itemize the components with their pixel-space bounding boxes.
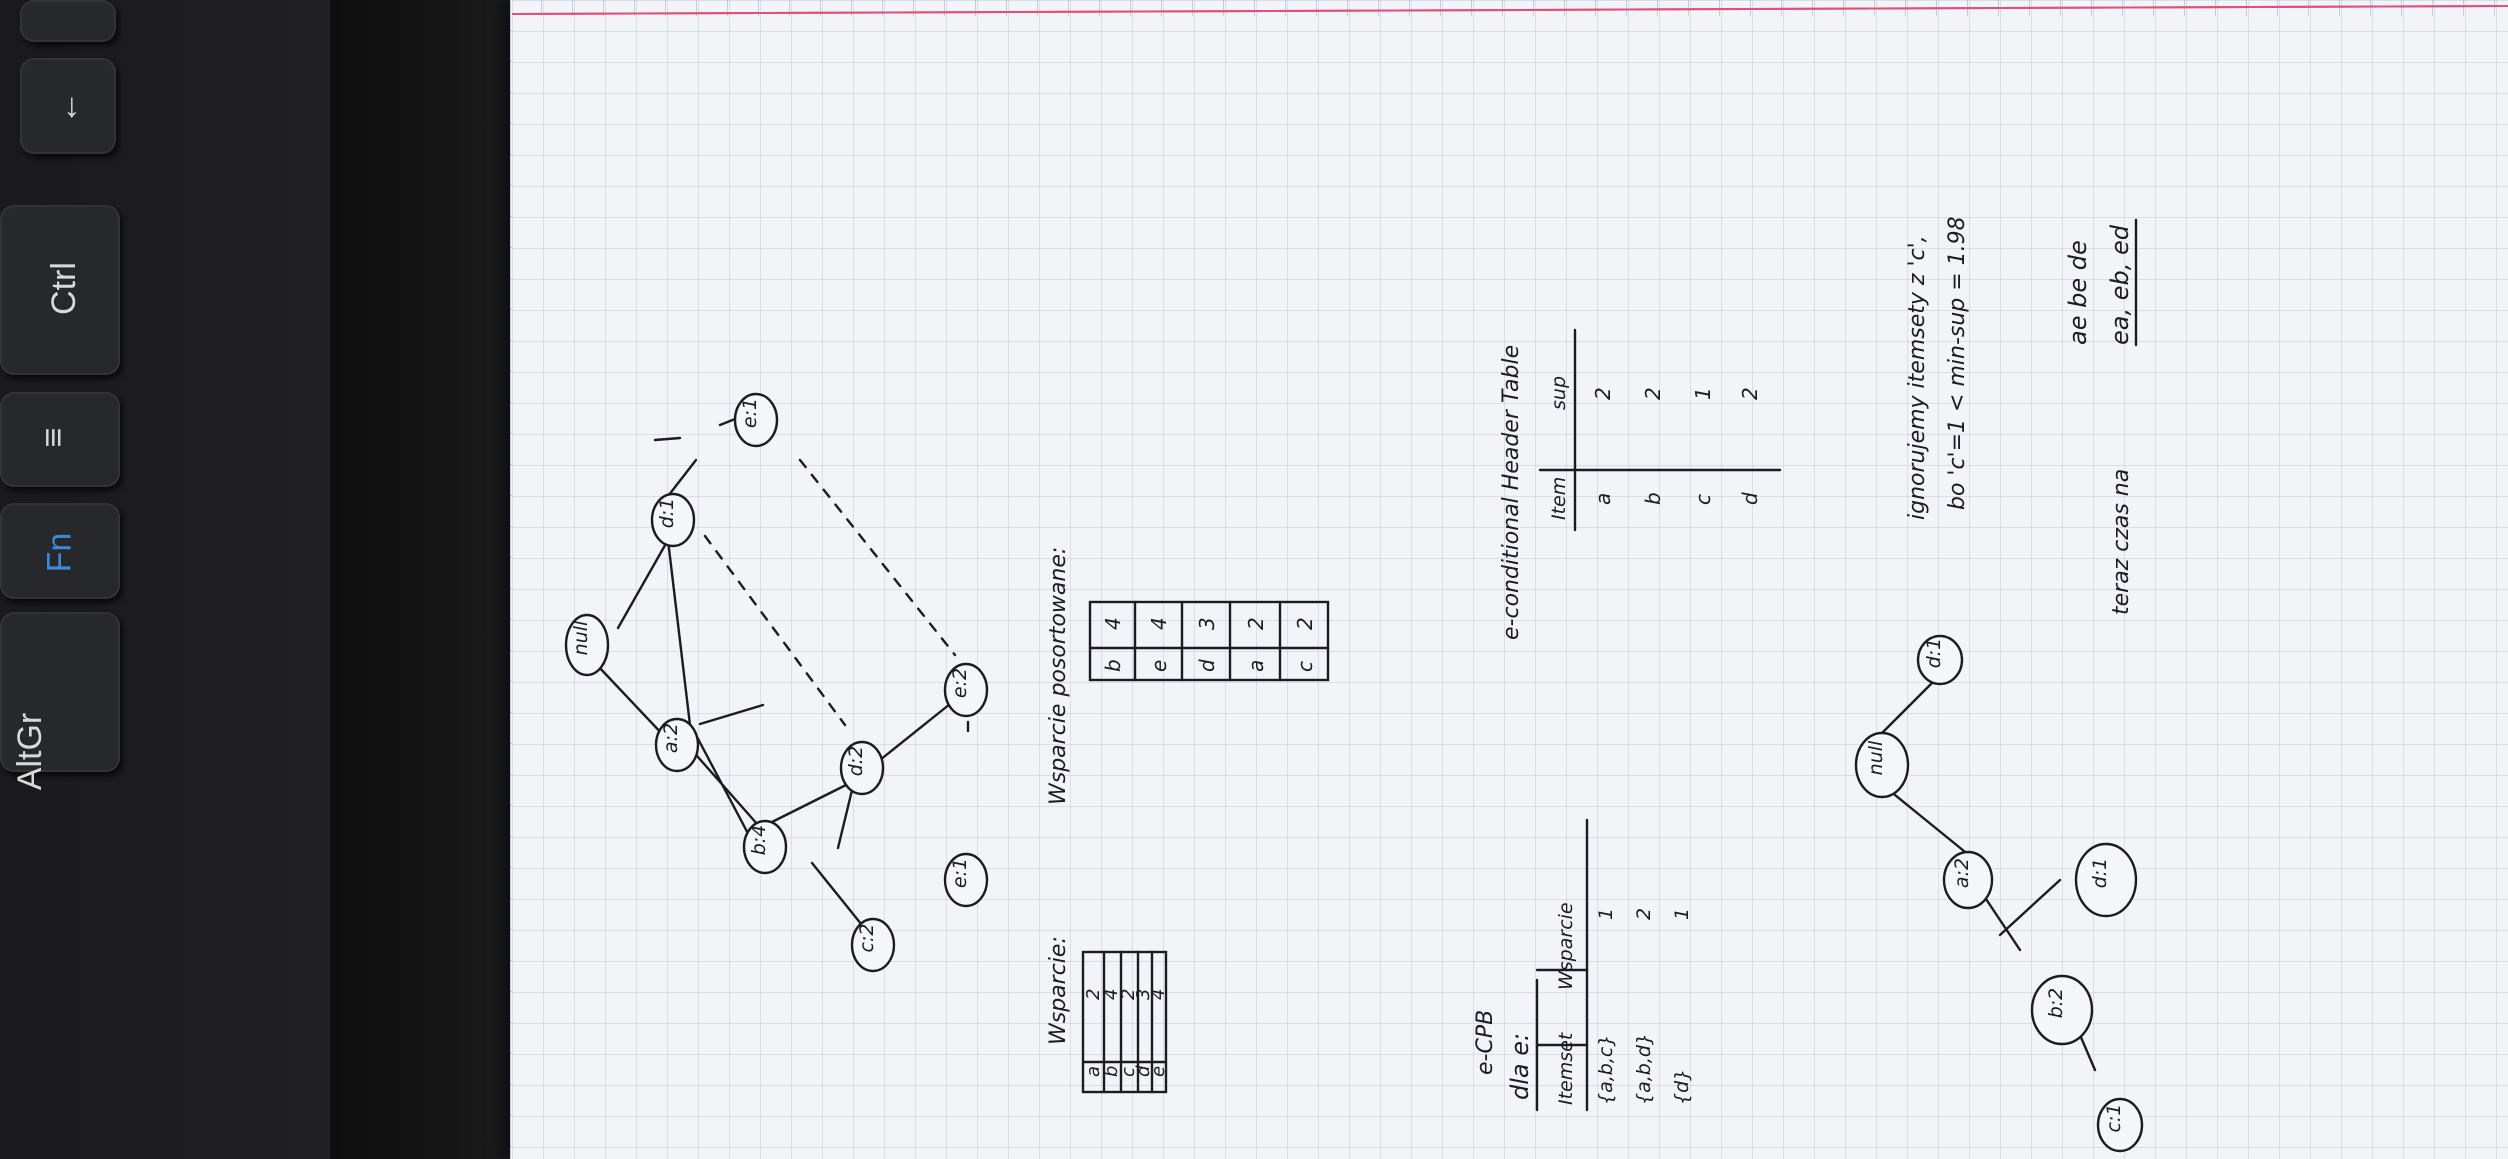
support-item-a: a xyxy=(1083,1066,1104,1077)
fptree-2: null a:2 b:2 c:1 d:1 d:1 xyxy=(1854,634,2144,1153)
support-item-d: d xyxy=(1133,1065,1154,1077)
key-ctrl[interactable]: Ctrl xyxy=(0,205,120,375)
header-table-col-item: Item xyxy=(1548,477,1570,520)
cpb-subtitle: e-CPB xyxy=(1473,1010,1498,1075)
tree2-node-null: null xyxy=(1865,740,1887,775)
fptree-1: null a:2 b:4 c:2 e:1 d:2 e:2 d:1 e:1 xyxy=(564,392,989,973)
support-val-b: 4 xyxy=(1101,989,1122,1000)
header-table-title: e-conditional Header Table xyxy=(1499,345,1524,640)
tree2-node-a2: a:2 xyxy=(1951,858,1973,888)
sorted-support-title: Wsparcie posortowane: xyxy=(1046,547,1071,805)
key-arrow-left[interactable]: ← xyxy=(20,58,116,154)
note-line-2: bo 'c'=1 < min-sup = 1.98 xyxy=(1945,216,1970,510)
tree1-node-e1-left: e:1 xyxy=(949,858,971,888)
note-pairs-bottom: ea, eb, ed xyxy=(2106,224,2134,345)
key-blank-top[interactable] xyxy=(20,0,116,42)
support-table: Wsparcie: a 2 b 4 c 2 d 3 e 4 xyxy=(1046,936,1169,1094)
note-pairs-top: ae be de xyxy=(2064,240,2092,345)
tree1-node-d1: d:1 xyxy=(656,498,678,529)
key-menu[interactable]: ≡ xyxy=(0,392,120,487)
support-item-b: b xyxy=(1101,1066,1122,1077)
header-table-item-c: c xyxy=(1691,494,1715,505)
header-table-item-a: a xyxy=(1591,493,1615,505)
tree2-node-c1: c:1 xyxy=(2103,1104,2125,1133)
header-table-item-b: b xyxy=(1641,492,1665,505)
cpb-row1-support: 1 xyxy=(1595,908,1617,920)
header-table-sup-d: 2 xyxy=(1738,387,1762,400)
cpb-row2-support: 2 xyxy=(1633,908,1655,920)
header-table-sup-c: 1 xyxy=(1691,387,1715,400)
sorted-item-a: a xyxy=(1244,660,1268,672)
support-val-e: 4 xyxy=(1148,989,1169,1000)
support-val-a: 2 xyxy=(1083,989,1104,1000)
header-table-item-d: d xyxy=(1738,492,1762,505)
cpb-row3-support: 1 xyxy=(1671,908,1693,920)
support-item-e: e xyxy=(1148,1066,1169,1077)
sorted-item-e: e xyxy=(1147,660,1171,672)
sorted-support-table: Wsparcie posortowane: b 4 e 4 d 3 a 2 c … xyxy=(1046,547,1330,805)
notes: ignorujemy itemsety z 'c', bo 'c'=1 < mi… xyxy=(1905,216,2138,615)
fptree-2-edges xyxy=(1878,678,2097,1072)
support-item-c: c xyxy=(1118,1067,1139,1077)
cpb-row3-itemset: {d} xyxy=(1671,1069,1693,1105)
tree1-node-null: null xyxy=(570,620,592,655)
note-line-1: ignorujemy itemsety z 'c', xyxy=(1905,235,1930,520)
cpb-row2-itemset: {a,b,d} xyxy=(1633,1033,1655,1105)
header-table-sup-b: 2 xyxy=(1641,387,1665,400)
tree1-node-c2: c:2 xyxy=(856,924,878,953)
tree2-node-d1-lower: d:1 xyxy=(2089,858,2111,889)
support-title: Wsparcie: xyxy=(1046,936,1071,1045)
tree1-node-a2: a:2 xyxy=(660,723,682,753)
support-val-c: 2 xyxy=(1118,989,1139,1000)
tree2-node-d1-upper: d:1 xyxy=(1923,638,1945,669)
sorted-item-d: d xyxy=(1195,659,1219,672)
cpb-header-support: Wsparcie xyxy=(1555,902,1577,990)
cpb-heading: dla e: xyxy=(1506,1033,1534,1100)
header-table-sup-a: 2 xyxy=(1591,387,1615,400)
support-val-d: 3 xyxy=(1133,989,1154,1000)
sorted-val-d: 3 xyxy=(1195,617,1219,630)
fptree-1-edges xyxy=(595,413,970,937)
tree1-node-e2: e:2 xyxy=(949,668,971,698)
key-altgr[interactable]: AltGr xyxy=(0,612,120,790)
sorted-val-c: 2 xyxy=(1293,617,1317,630)
tree1-node-e1-right: e:1 xyxy=(739,398,761,428)
tree1-node-b4: b:4 xyxy=(748,825,770,856)
sorted-item-c: c xyxy=(1293,661,1317,672)
sorted-val-b: 4 xyxy=(1101,617,1125,630)
cpb-header-itemset: Itemset xyxy=(1555,1031,1577,1105)
key-fn[interactable]: Fn xyxy=(0,503,120,599)
tree2-node-b2: b:2 xyxy=(2045,988,2067,1019)
sorted-val-a: 2 xyxy=(1244,617,1268,630)
cpb-row1-itemset: {a,b,c} xyxy=(1595,1035,1617,1105)
header-table: e-conditional Header Table Item sup a 2 … xyxy=(1499,328,1782,640)
desk-shadow xyxy=(330,0,540,1159)
header-table-col-sup: sup xyxy=(1548,376,1570,410)
sorted-val-e: 4 xyxy=(1147,617,1171,630)
note-bottom: teraz czas na xyxy=(2109,469,2134,615)
cpb-section: e-CPB dla e: Itemset Wsparcie {a,b,c} 1 … xyxy=(1473,818,1693,1112)
tree1-node-d2: d:2 xyxy=(845,746,867,777)
sorted-item-b: b xyxy=(1101,659,1125,672)
